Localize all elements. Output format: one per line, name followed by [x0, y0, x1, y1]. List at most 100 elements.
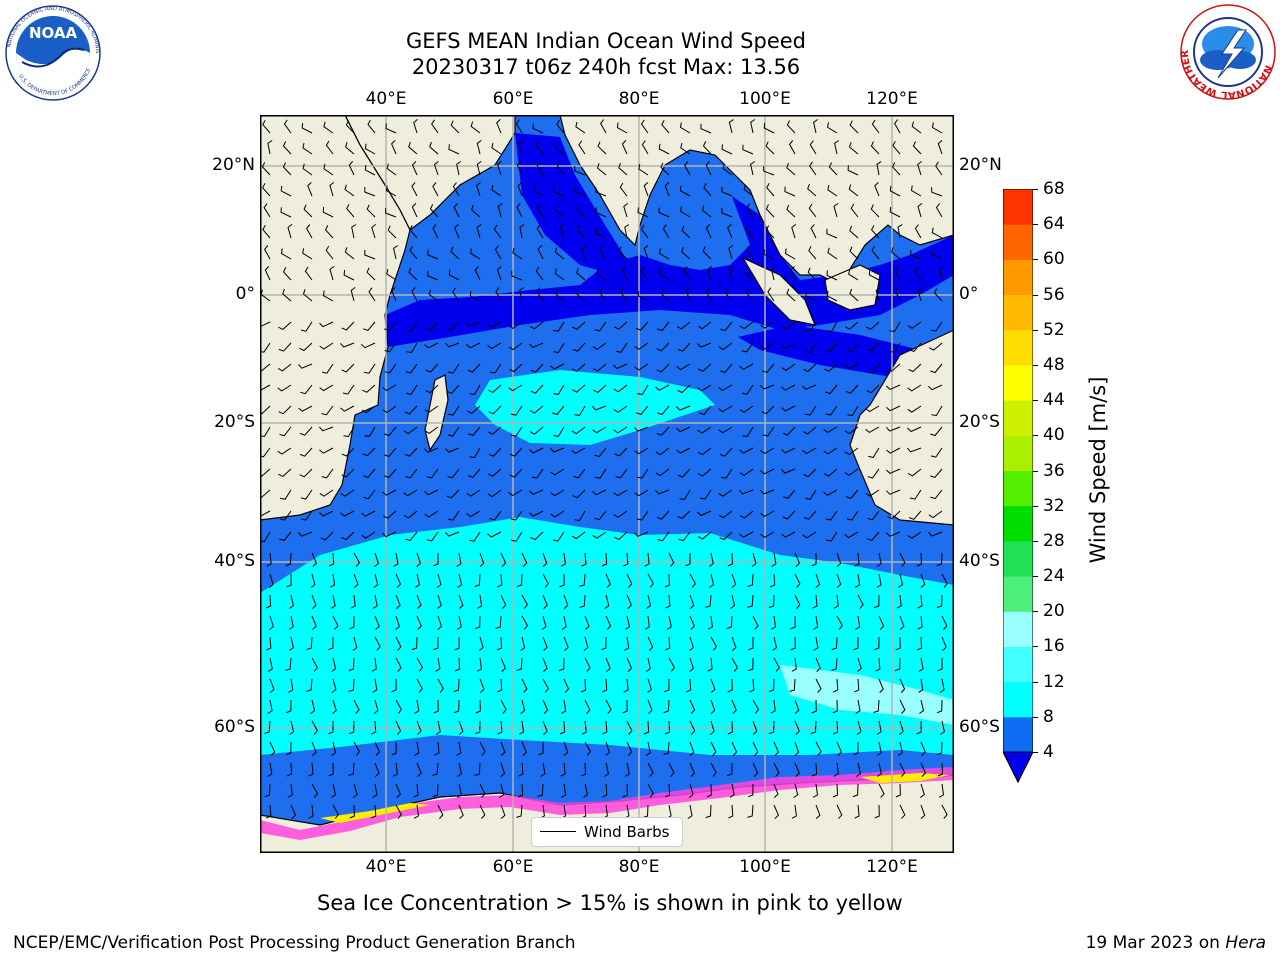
wind-barb — [434, 741, 440, 756]
wind-barb — [916, 636, 923, 651]
wind-barb — [739, 531, 754, 538]
wind-barb — [311, 615, 317, 630]
wind-barb — [790, 636, 796, 651]
wind-barb — [479, 783, 486, 798]
wind-barb — [613, 321, 628, 330]
wind-barb — [584, 657, 591, 672]
wind-barb — [634, 426, 649, 432]
lon-label-top-60e: 60°E — [492, 89, 534, 109]
wind-barb — [343, 270, 355, 281]
wind-barb — [552, 531, 565, 542]
wind-barb — [466, 510, 481, 518]
wind-barb — [743, 184, 754, 197]
wind-barb — [496, 119, 502, 134]
wind-barb — [518, 720, 525, 735]
wind-barb — [703, 182, 712, 197]
wind-barb — [782, 426, 796, 436]
wind-barb — [454, 657, 461, 672]
wind-barb — [500, 762, 506, 777]
wind-barb — [781, 363, 796, 372]
wind-barb — [349, 804, 355, 819]
wind-barb — [804, 321, 817, 332]
wind-barb — [808, 203, 817, 218]
wind-barb — [889, 342, 901, 353]
wind-barb — [476, 223, 482, 239]
wind-barb — [580, 762, 587, 777]
wind-barb — [746, 203, 754, 218]
wind-barb — [424, 426, 439, 435]
wind-barb — [340, 510, 355, 517]
wind-barb — [833, 762, 839, 777]
wind-barb — [384, 363, 397, 374]
wind-barb — [266, 636, 272, 651]
wind-barb — [683, 266, 691, 281]
wind-barb — [745, 224, 754, 239]
wind-barb — [941, 804, 948, 819]
wind-barb — [718, 384, 733, 392]
wind-barb — [640, 119, 649, 134]
wind-barb — [786, 204, 796, 218]
colorbar-segment — [1003, 716, 1033, 753]
wind-barb — [781, 447, 796, 454]
wind-barb — [413, 783, 419, 798]
wind-barb — [487, 531, 502, 538]
wind-barb — [576, 225, 586, 239]
wind-barb — [825, 342, 838, 352]
lon-label-bottom-100e: 100°E — [739, 857, 791, 877]
wind-barb — [689, 657, 694, 672]
land-australia — [849, 329, 954, 526]
wind-barb — [311, 720, 319, 735]
wind-barb — [854, 573, 861, 588]
wind-barb — [647, 699, 653, 714]
wind-barb — [937, 140, 943, 155]
wind-barb — [685, 553, 691, 567]
wind-barb — [521, 678, 528, 693]
wind-barb — [279, 426, 292, 437]
wind-barb — [532, 185, 544, 197]
wind-barb — [516, 573, 523, 588]
wind-barb — [760, 321, 775, 329]
strong-wind-patch — [780, 665, 954, 725]
low-wind-arabian-sea — [515, 133, 630, 275]
wind-barb — [832, 699, 838, 714]
wind-barb — [676, 405, 691, 411]
wind-barb — [269, 678, 275, 693]
wind-barb — [618, 162, 628, 176]
wind-barb — [496, 266, 502, 281]
wind-barb — [647, 783, 655, 798]
map-panel: Wind Barbs — [260, 115, 954, 853]
wind-barb — [917, 615, 923, 630]
wind-barb — [530, 363, 544, 373]
wind-barb — [833, 594, 839, 609]
wind-barb — [372, 594, 378, 609]
wind-barb — [832, 783, 839, 798]
wind-barb — [302, 142, 313, 155]
wind-barb — [508, 321, 523, 330]
wind-barb — [321, 363, 334, 374]
wind-barb — [445, 531, 460, 537]
wind-barb — [499, 783, 505, 798]
wind-barb — [677, 342, 691, 352]
wind-barb — [426, 531, 439, 542]
wind-barb — [382, 531, 397, 538]
wind-barb — [794, 762, 800, 777]
wind-barb — [348, 657, 355, 672]
wind-barb — [677, 510, 691, 520]
wind-barb — [373, 573, 379, 589]
wind-barb — [788, 140, 796, 155]
wind-barb — [874, 182, 880, 197]
wind-barb — [556, 161, 565, 176]
wind-barb — [299, 447, 313, 457]
wind-barb — [866, 384, 880, 394]
colorbar-extend-arrow — [1002, 751, 1034, 784]
wind-barb — [542, 678, 550, 693]
wind-barb — [435, 720, 441, 735]
wind-barb — [521, 552, 528, 567]
wind-barb — [657, 531, 670, 542]
wind-barb — [454, 636, 460, 651]
wind-barb — [536, 224, 544, 239]
wind-barb — [384, 447, 397, 457]
wind-barb — [299, 342, 313, 352]
wind-barb — [540, 762, 546, 777]
wind-barb — [770, 699, 776, 714]
